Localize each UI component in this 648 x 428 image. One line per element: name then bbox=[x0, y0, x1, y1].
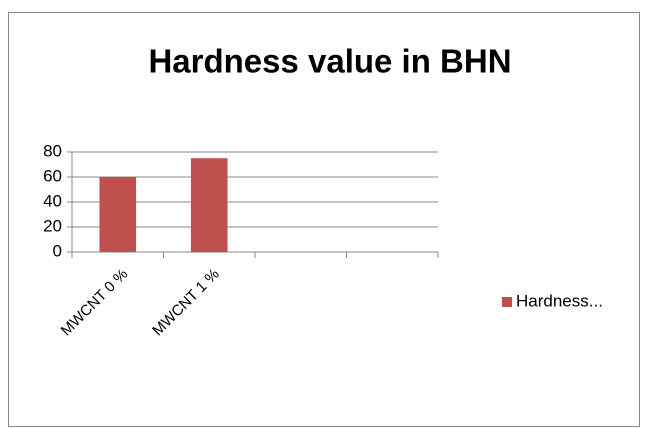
y-tick-label: 80 bbox=[43, 141, 62, 160]
y-tick-label: 0 bbox=[53, 241, 62, 260]
y-tick-label: 60 bbox=[43, 166, 62, 185]
bar bbox=[99, 177, 137, 252]
y-tick-label: 20 bbox=[43, 216, 62, 235]
chart-title: Hardness value in BHN bbox=[148, 43, 511, 80]
bar bbox=[190, 158, 228, 252]
y-tick-label: 40 bbox=[43, 191, 62, 210]
legend-swatch bbox=[502, 297, 512, 307]
legend-label: Hardness... bbox=[516, 291, 603, 310]
